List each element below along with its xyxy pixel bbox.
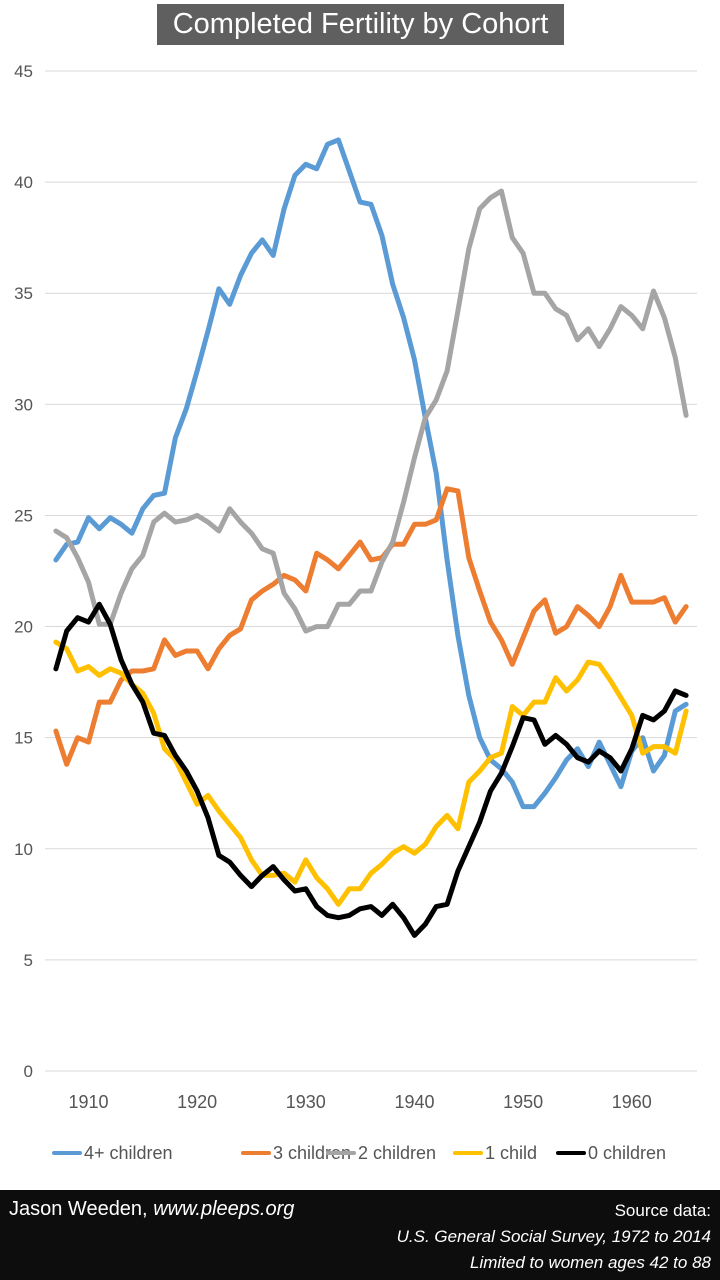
- source-line-1: U.S. General Social Survey, 1972 to 2014: [396, 1227, 711, 1246]
- series-line-4-children: [53, 137, 689, 810]
- legend-item-3-children: 3 children: [241, 1138, 351, 1168]
- y-axis-tick-labels: 0 5 10 15 20 25 30 35 40 45: [14, 62, 33, 1081]
- series-line-1-child: [53, 639, 689, 907]
- y-tick-label-15: 15: [14, 729, 33, 748]
- legend-item-4-children: 4+ children: [52, 1138, 173, 1168]
- y-tick-label-20: 20: [14, 618, 33, 637]
- legend-swatch-3-children: [241, 1151, 271, 1155]
- legend-swatch-2-children: [326, 1151, 356, 1155]
- y-tick-label-0: 0: [24, 1062, 33, 1081]
- legend-label-2-children: 2 children: [358, 1142, 437, 1163]
- y-tick-label-25: 25: [14, 506, 33, 525]
- x-tick-label-1930: 1930: [286, 1092, 326, 1112]
- legend-label-3-children: 3 children: [273, 1142, 352, 1163]
- y-tick-label-10: 10: [14, 840, 33, 859]
- legend-item-2-children: 2 children: [326, 1138, 436, 1168]
- y-tick-label-5: 5: [24, 951, 33, 970]
- legend-label-1-child: 1 child: [485, 1142, 538, 1163]
- y-tick-label-30: 30: [14, 395, 33, 414]
- source-note: Source data: U.S. General Social Survey,…: [397, 1198, 711, 1276]
- x-tick-label-1940: 1940: [394, 1092, 434, 1112]
- gridlines: [45, 70, 697, 1072]
- x-tick-label-1950: 1950: [503, 1092, 543, 1112]
- legend-label-0-children: 0 children: [588, 1142, 667, 1163]
- y-tick-label-40: 40: [14, 173, 33, 192]
- y-tick-label-35: 35: [14, 284, 33, 303]
- x-tick-label-1920: 1920: [177, 1092, 217, 1112]
- legend-item-1-child: 1 child: [453, 1138, 537, 1168]
- chart-title: Completed Fertility by Cohort: [157, 4, 564, 45]
- legend-item-0-children: 0 children: [556, 1138, 666, 1168]
- source-label: Source data:: [614, 1201, 711, 1220]
- series-line-3-children: [53, 486, 689, 767]
- legend: 4+ children 3 children 2 children 1 child 0 …: [0, 1138, 720, 1168]
- author-website: www.pleeps.org: [153, 1198, 295, 1220]
- legend-swatch-1-child: [453, 1151, 483, 1155]
- author-name: Jason Weeden,: [9, 1198, 148, 1220]
- series-line-2-children: [53, 188, 689, 634]
- author-credit: Jason Weeden, www.pleeps.org: [9, 1198, 294, 1221]
- x-axis-tick-labels: 1910 1920 1930 1940 1950 1960: [68, 1092, 651, 1112]
- x-tick-label-1960: 1960: [612, 1092, 652, 1112]
- legend-swatch-0-children: [556, 1151, 586, 1155]
- legend-label-4-children: 4+ children: [84, 1142, 173, 1163]
- footer-bar: Jason Weeden, www.pleeps.org Source data…: [0, 1190, 720, 1280]
- series-lines: [53, 137, 689, 938]
- legend-swatch-4-children: [52, 1151, 82, 1155]
- y-tick-label-45: 45: [14, 62, 33, 81]
- source-line-2: Limited to women ages 42 to 88: [470, 1253, 711, 1272]
- x-tick-label-1910: 1910: [68, 1092, 108, 1112]
- series-line-0-children: [53, 601, 689, 938]
